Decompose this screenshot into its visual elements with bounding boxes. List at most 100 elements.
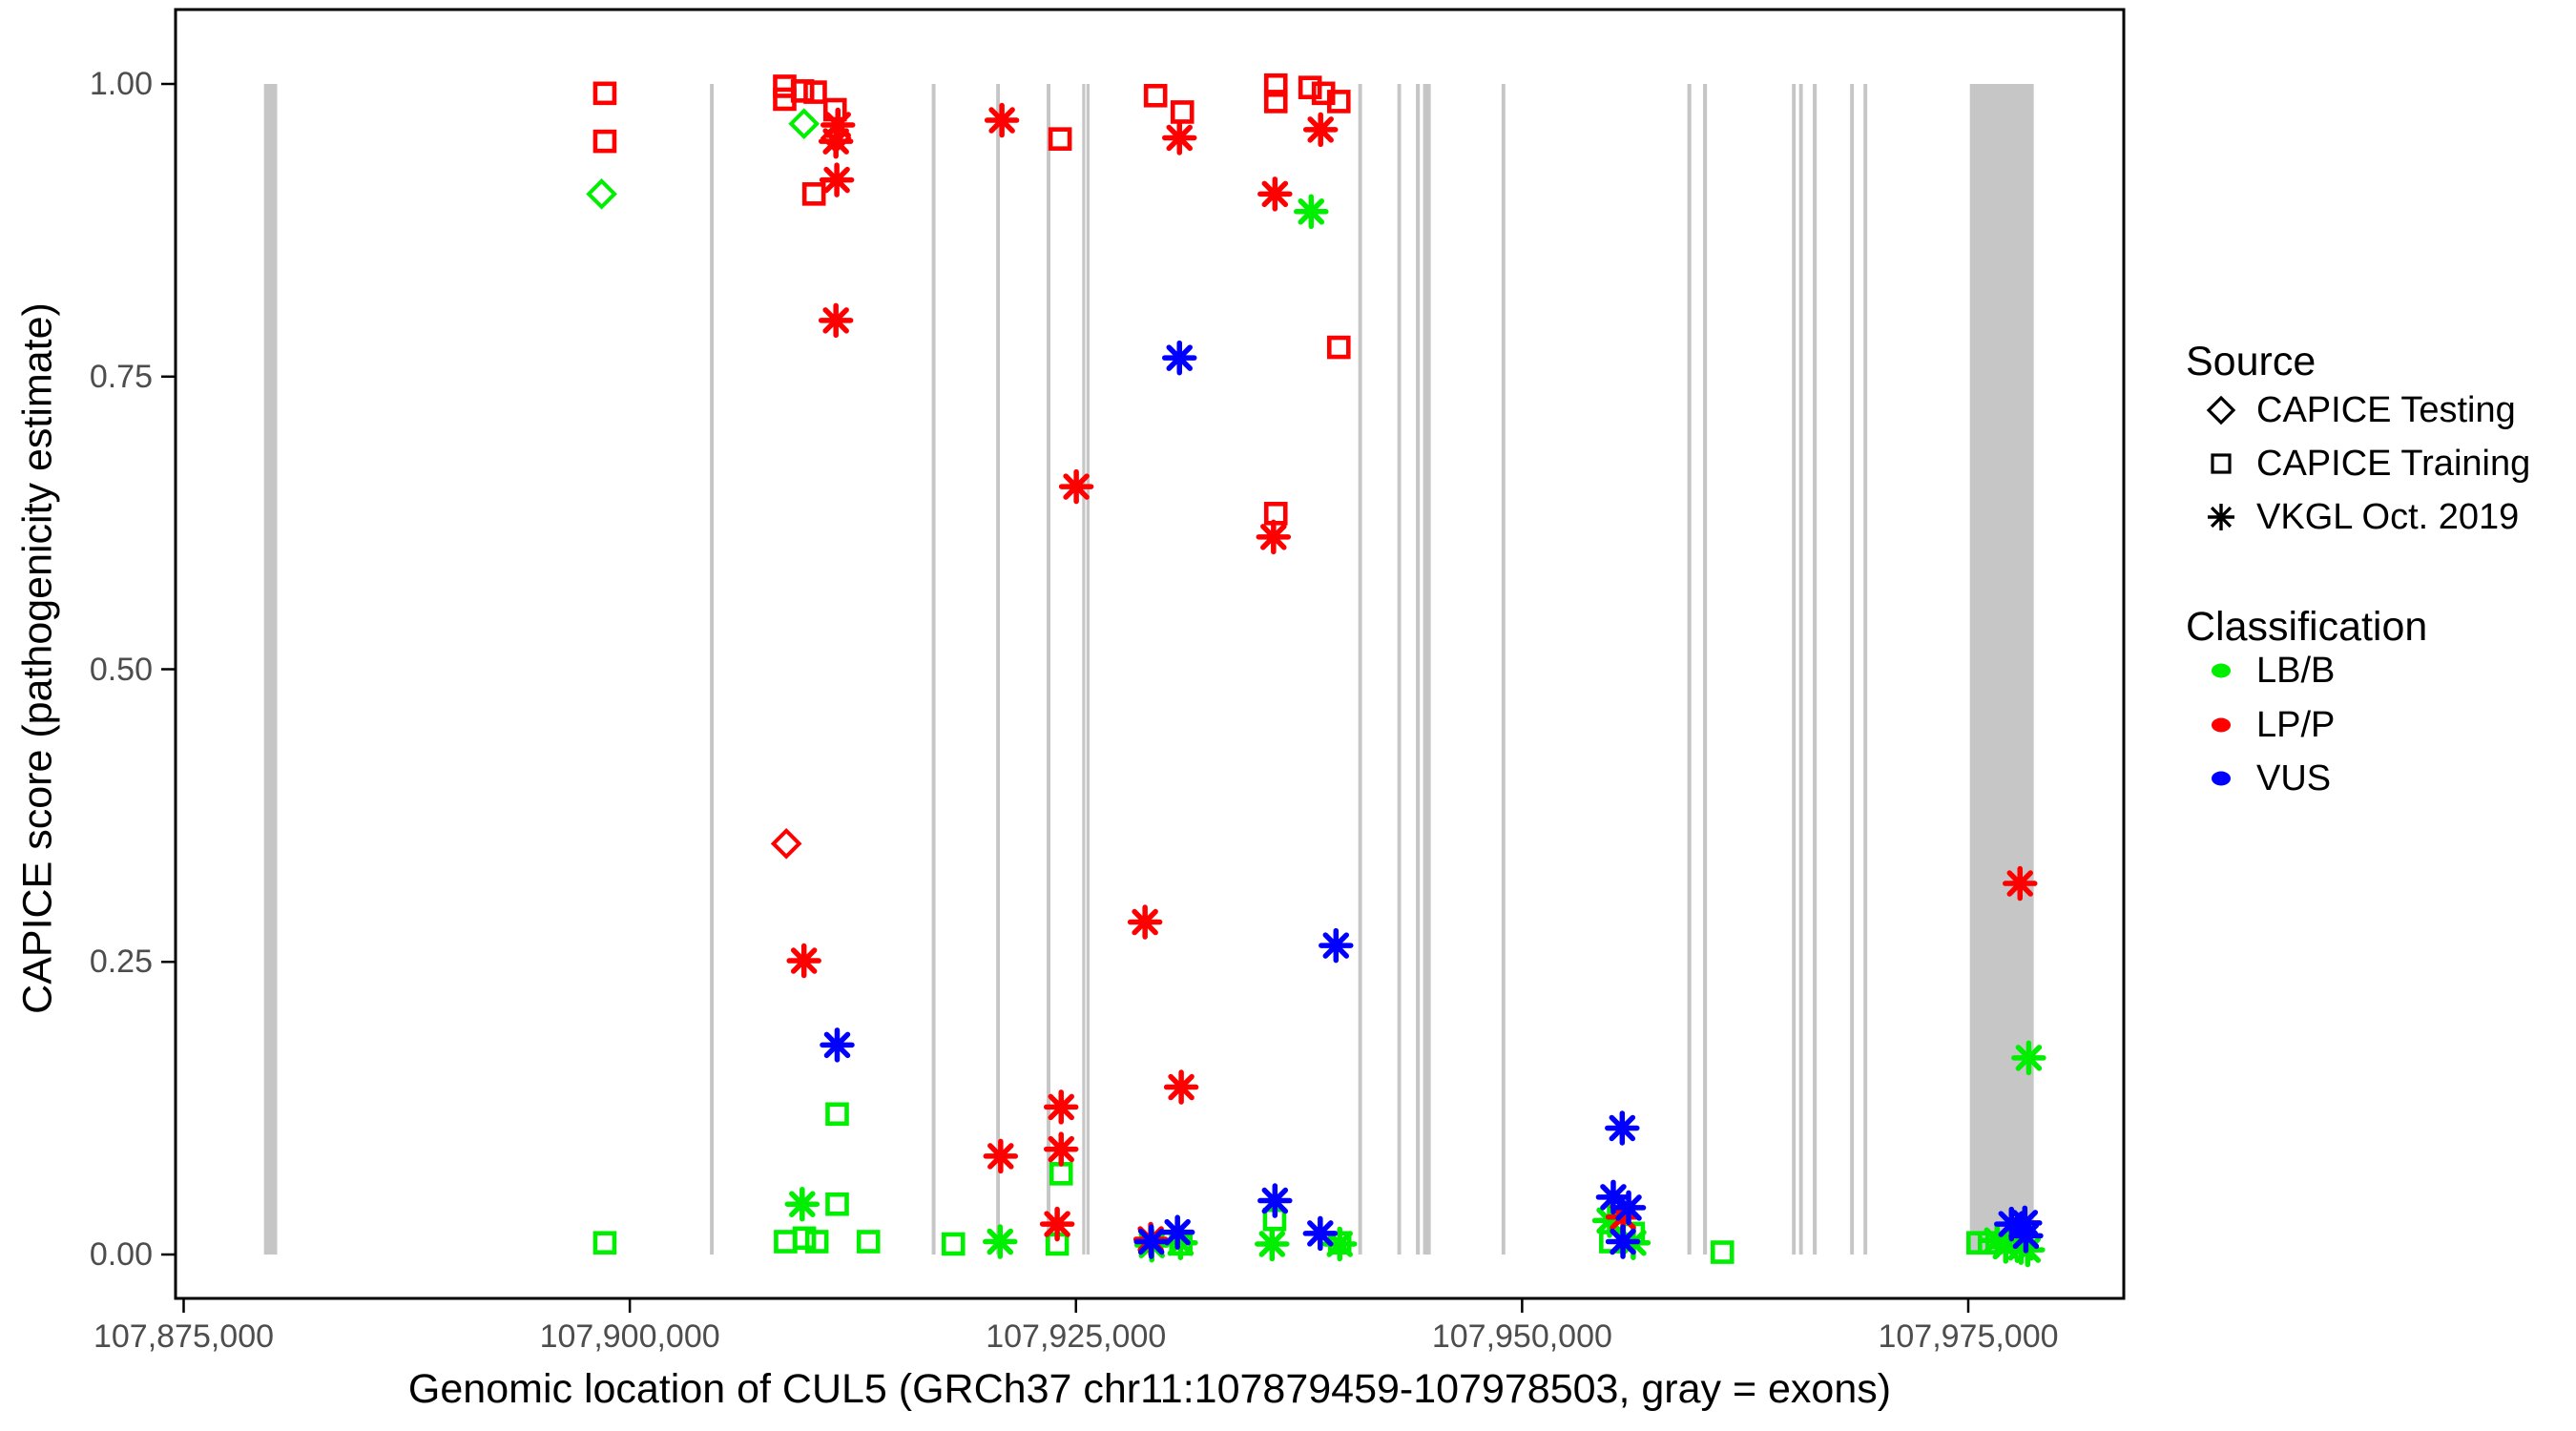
data-point — [1302, 1215, 1339, 1252]
data-point — [1256, 519, 1292, 555]
data-point — [1326, 335, 1351, 360]
data-point — [819, 162, 855, 197]
panel-border — [174, 8, 2126, 1300]
asterisk-icon — [2208, 504, 2234, 530]
exon-bar — [710, 84, 715, 1255]
data-point — [983, 1224, 1018, 1259]
exon-bar — [1082, 84, 1086, 1255]
data-point — [984, 102, 1020, 138]
data-point — [1605, 1110, 1640, 1146]
y-tick-label: 0.75 — [89, 358, 153, 395]
legend-item-capice-testing: CAPICE Testing — [2199, 388, 2516, 432]
red-dot-icon — [2212, 717, 2231, 733]
data-point — [803, 80, 827, 104]
data-point — [1161, 340, 1197, 376]
y-tick-label: 0.00 — [89, 1236, 153, 1273]
legend-item-vus: VUS — [2199, 757, 2331, 800]
data-point — [1302, 112, 1339, 148]
legend-item-label: VKGL Oct. 2019 — [2256, 496, 2520, 537]
data-point — [1263, 73, 1288, 97]
legend-item-vkgl: VKGL Oct. 2019 — [2199, 495, 2519, 539]
data-point — [788, 108, 821, 140]
data-point — [2011, 1040, 2046, 1076]
legend-item-label: LP/P — [2256, 704, 2336, 745]
data-point — [1043, 1089, 1079, 1125]
data-point — [818, 302, 854, 339]
legend-item-label: CAPICE Training — [2256, 443, 2531, 484]
exon-bar — [1397, 84, 1402, 1255]
exon-bar — [1358, 84, 1362, 1255]
data-point — [1058, 468, 1094, 505]
legend-item-lpp: LP/P — [2199, 703, 2335, 747]
square-icon — [2211, 453, 2232, 474]
legend-item-label: CAPICE Testing — [2256, 389, 2516, 430]
data-point — [1163, 1069, 1199, 1105]
legend: Source CAPICE Testing CAPICE Training VK… — [2180, 0, 2571, 1431]
diamond-icon — [2206, 395, 2236, 425]
data-point — [1163, 1225, 1198, 1260]
exon-bar — [1501, 84, 1506, 1255]
data-point — [1043, 1131, 1079, 1167]
data-point — [592, 129, 617, 154]
exon-bar — [931, 84, 936, 1255]
data-point — [1039, 1206, 1075, 1242]
data-point — [586, 178, 617, 210]
data-point — [1127, 904, 1163, 940]
y-tick-label: 1.00 — [89, 66, 153, 102]
y-axis-title: CAPICE score (pathogenicity estimate) — [14, 302, 61, 1014]
x-tick-label: 107,975,000 — [1878, 1318, 2059, 1355]
data-point — [784, 1186, 821, 1222]
data-point — [774, 1230, 798, 1254]
data-point — [1049, 1162, 1073, 1186]
exon-bar — [1792, 84, 1797, 1255]
exon-bar — [1086, 84, 1090, 1255]
legend-item-capice-training: CAPICE Training — [2199, 442, 2530, 486]
data-point — [1159, 1214, 1195, 1250]
legend-source-title: Source — [2186, 339, 2316, 384]
data-point — [1133, 1224, 1169, 1259]
data-point — [770, 827, 802, 860]
data-point — [1048, 127, 1072, 151]
data-point — [790, 79, 815, 103]
x-tick-label: 107,875,000 — [93, 1318, 275, 1355]
exon-bar — [1423, 84, 1431, 1255]
exon-bar — [1703, 84, 1708, 1255]
data-point — [2008, 1218, 2044, 1254]
data-point — [818, 123, 854, 159]
data-point — [1161, 120, 1197, 156]
data-point — [820, 1027, 855, 1063]
data-point — [1257, 176, 1293, 212]
data-point — [1326, 90, 1351, 114]
data-point — [1263, 90, 1288, 114]
data-point — [983, 1138, 1019, 1174]
data-point — [1710, 1240, 1735, 1264]
data-point — [786, 943, 821, 979]
data-point — [1143, 83, 1168, 108]
data-point — [1610, 1190, 1647, 1226]
y-tick-label: 0.50 — [89, 651, 153, 688]
data-point — [792, 1226, 817, 1251]
legend-classification-title: Classification — [2186, 604, 2428, 650]
data-point — [825, 1192, 849, 1216]
exon-bar — [996, 84, 1001, 1255]
data-point — [1605, 1224, 1641, 1259]
data-point — [856, 1230, 881, 1254]
exon-bar — [1687, 84, 1692, 1255]
x-tick-label: 107,900,000 — [539, 1318, 720, 1355]
data-point — [1170, 100, 1195, 124]
exon-bar — [1798, 84, 1803, 1255]
data-point — [1591, 1203, 1628, 1238]
x-tick-label: 107,950,000 — [1431, 1318, 1612, 1355]
exon-bar — [1813, 84, 1818, 1255]
x-tick-label: 107,925,000 — [986, 1318, 1167, 1355]
data-point — [1263, 502, 1288, 526]
data-point — [1255, 1226, 1290, 1262]
data-point — [941, 1232, 966, 1256]
exon-bar — [1850, 84, 1855, 1255]
data-point — [592, 81, 617, 106]
x-axis-title: Genomic location of CUL5 (GRCh37 chr11:1… — [407, 1366, 1892, 1412]
data-point — [825, 1102, 849, 1127]
data-point — [1595, 1179, 1631, 1215]
